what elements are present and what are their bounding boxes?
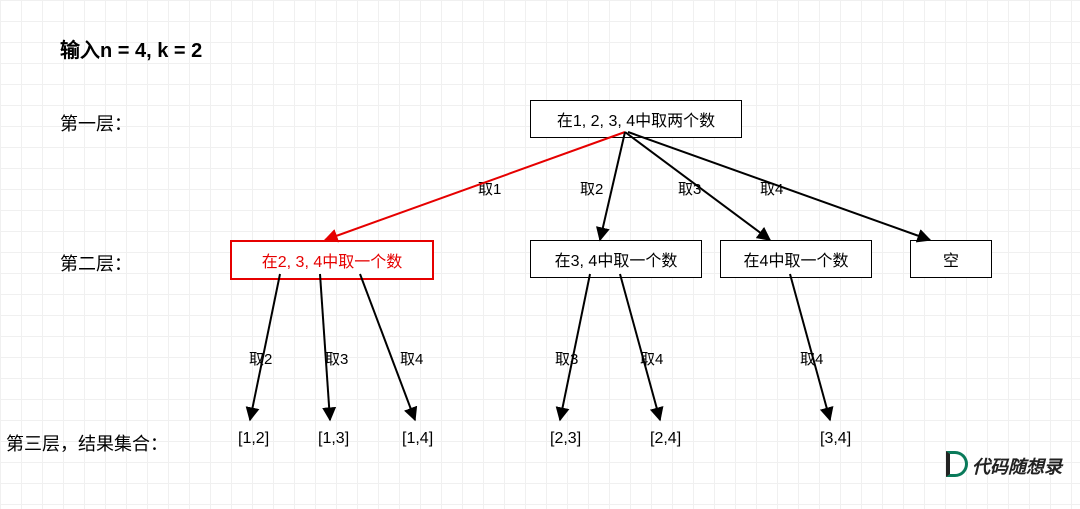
result-24: [2,4] bbox=[650, 430, 681, 448]
edge-label-c3-take4: 取4 bbox=[800, 348, 823, 369]
edge-label-take1: 取1 bbox=[478, 178, 501, 199]
edge-label-take2: 取2 bbox=[580, 178, 603, 199]
edge-label-c2-take3: 取3 bbox=[555, 348, 578, 369]
edge-label-c2-take4: 取4 bbox=[640, 348, 663, 369]
diagram-title: 输入n = 4, k = 2 bbox=[60, 34, 202, 63]
root-node: 在1, 2, 3, 4中取两个数 bbox=[530, 100, 742, 138]
watermark: 代码随想录 bbox=[946, 451, 1062, 481]
child-node-1: 在2, 3, 4中取一个数 bbox=[230, 240, 434, 280]
result-12: [1,2] bbox=[238, 430, 269, 448]
edge-label-c1-take4: 取4 bbox=[400, 348, 423, 369]
child-node-2: 在3, 4中取一个数 bbox=[530, 240, 702, 278]
result-14: [1,4] bbox=[402, 430, 433, 448]
result-23: [2,3] bbox=[550, 430, 581, 448]
edge-label-take4: 取4 bbox=[760, 178, 783, 199]
result-13: [1,3] bbox=[318, 430, 349, 448]
watermark-text: 代码随想录 bbox=[972, 453, 1062, 479]
edge-label-take3: 取3 bbox=[678, 178, 701, 199]
child-node-4: 空 bbox=[910, 240, 992, 278]
level3-label: 第三层，结果集合： bbox=[6, 430, 168, 456]
watermark-icon bbox=[946, 451, 968, 477]
level1-label: 第一层： bbox=[60, 110, 132, 136]
child-node-3: 在4中取一个数 bbox=[720, 240, 872, 278]
edge-label-c1-take3: 取3 bbox=[325, 348, 348, 369]
level2-label: 第二层： bbox=[60, 250, 132, 276]
edge-label-c1-take2: 取2 bbox=[249, 348, 272, 369]
result-34: [3,4] bbox=[820, 430, 851, 448]
